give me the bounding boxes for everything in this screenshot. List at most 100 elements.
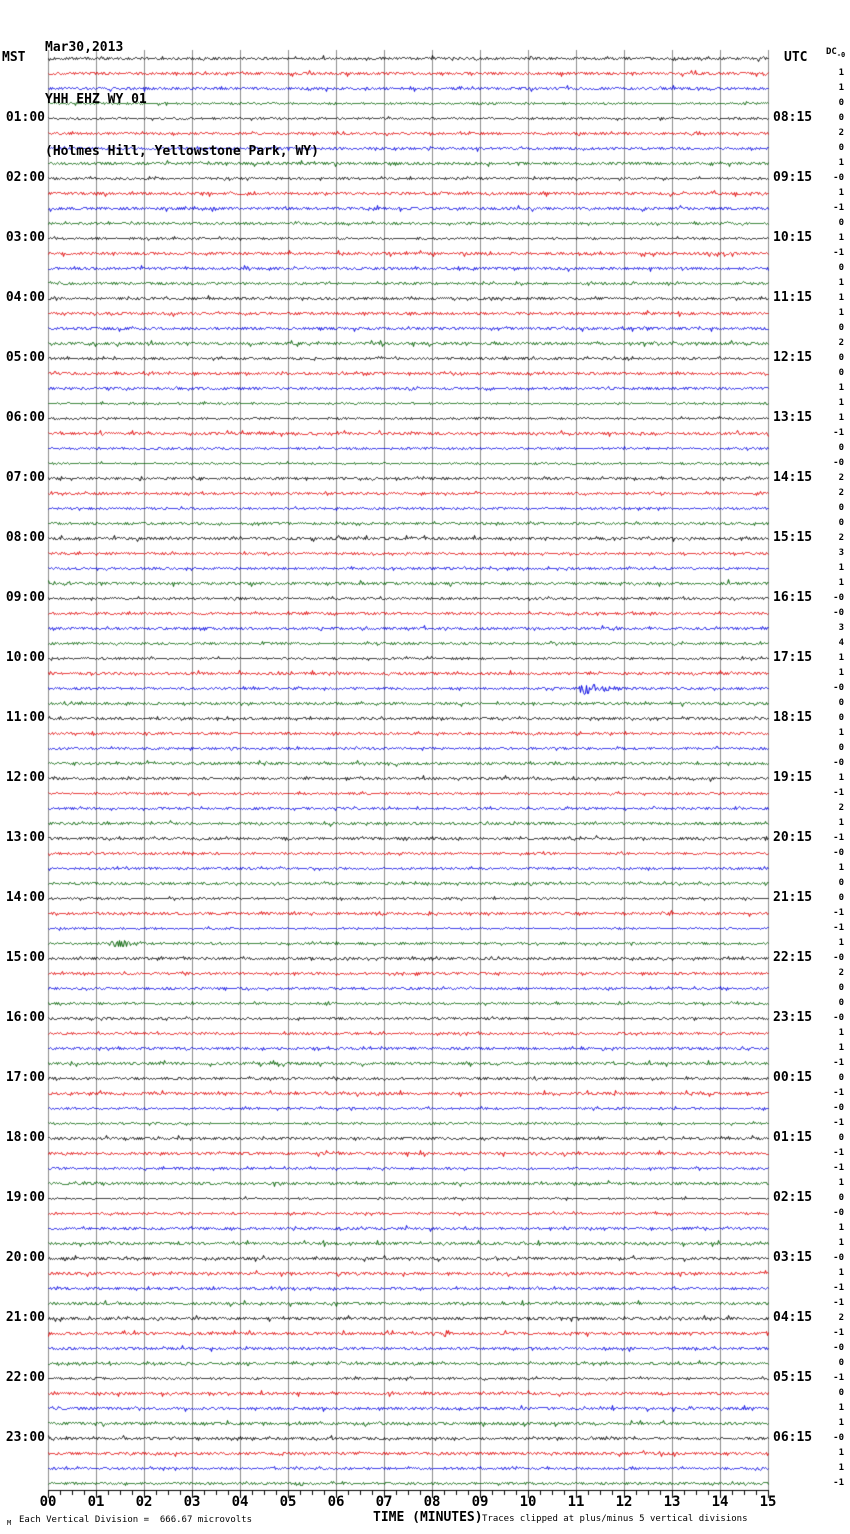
dc-offset-value: -0 <box>833 848 844 858</box>
dc-offset-value: -1 <box>833 1163 844 1173</box>
utc-hour-label: 09:15 <box>773 170 813 185</box>
dc-offset-value: 0 <box>838 743 844 753</box>
title-location: (Holmes Hill, Yellowstone Park, WY) <box>45 144 319 159</box>
utc-hour-label: 21:15 <box>773 890 813 905</box>
dc-offset-value: 2 <box>838 473 844 483</box>
dc-offset-value: -1 <box>833 833 844 843</box>
dc-offset-value: -0 <box>833 173 844 183</box>
title-station: YHH EHZ WY 01 <box>45 92 147 107</box>
dc-offset-value: -0 <box>833 608 844 618</box>
dc-offset-value: 1 <box>838 1043 844 1053</box>
dc-offset-value: 1 <box>838 578 844 588</box>
title-date: Mar30,2013 <box>45 40 124 55</box>
dc-offset-value: 3 <box>838 623 844 633</box>
utc-hour-label: 20:15 <box>773 830 813 845</box>
dc-offset-value: 0 <box>838 113 844 123</box>
minute-tick-label: 07 <box>375 1494 393 1510</box>
dc-offset-value: 1 <box>838 863 844 873</box>
utc-hour-label: 05:15 <box>773 1370 813 1385</box>
dc-offset-value: 1 <box>838 68 844 78</box>
dc-offset-value: 0 <box>838 218 844 228</box>
minute-tick-label: 12 <box>615 1494 633 1510</box>
dc-offset-value: 1 <box>838 818 844 828</box>
utc-hour-label: 08:15 <box>773 110 813 125</box>
footer-left-mark: M <box>7 1519 12 1527</box>
dc-offset-value: -0 <box>833 1253 844 1263</box>
dc-offset-value: -0 <box>833 1343 844 1353</box>
dc-offset-value: 1 <box>838 728 844 738</box>
utc-hour-label: 19:15 <box>773 770 813 785</box>
dc-offset-value: 4 <box>838 638 844 648</box>
mst-hour-label: 21:00 <box>5 1310 45 1325</box>
scale-note: Each Vertical Division = 666.67 microvol… <box>19 1515 252 1525</box>
utc-hour-label: 13:15 <box>773 410 813 425</box>
dc-offset-value: 0 <box>838 893 844 903</box>
dc-offset-value: -1 <box>833 203 844 213</box>
dc-offset-value: 1 <box>838 398 844 408</box>
dc-offset-value: 0 <box>838 353 844 363</box>
dc-offset-value: 1 <box>838 188 844 198</box>
dc-offset-value: 0 <box>838 368 844 378</box>
utc-hour-label: 03:15 <box>773 1250 813 1265</box>
mst-hour-label: 13:00 <box>5 830 45 845</box>
mst-hour-label: 09:00 <box>5 590 45 605</box>
minute-tick-label: 05 <box>279 1494 297 1510</box>
dc-offset-value: -0 <box>833 1013 844 1023</box>
dc-offset-value: 1 <box>838 1238 844 1248</box>
dc-offset-value: 1 <box>838 83 844 93</box>
clip-note: Traces clipped at plus/minus 5 vertical … <box>482 1514 748 1524</box>
page-title: Mar30,2013 YHH EHZ WY 01 (Holmes Hill, Y… <box>45 3 319 197</box>
mst-hour-label: 18:00 <box>5 1130 45 1145</box>
mst-hour-label: 06:00 <box>5 410 45 425</box>
mst-hour-label: 11:00 <box>5 710 45 725</box>
dc-offset-value: -1 <box>833 1118 844 1128</box>
utc-hour-label: 01:15 <box>773 1130 813 1145</box>
utc-hour-label: 11:15 <box>773 290 813 305</box>
mst-hour-label: 23:00 <box>5 1430 45 1445</box>
minute-tick-label: 14 <box>711 1494 729 1510</box>
dc-offset-value: 0 <box>838 263 844 273</box>
utc-hour-label: 12:15 <box>773 350 813 365</box>
minute-tick-label: 00 <box>39 1494 57 1510</box>
utc-hour-label: 17:15 <box>773 650 813 665</box>
dc-offset-value: 2 <box>838 533 844 543</box>
dc-offset-value: -0 <box>833 1103 844 1113</box>
mst-hour-label: 15:00 <box>5 950 45 965</box>
dc-offset-header: DC-0 <box>826 47 845 59</box>
mst-hour-label: 04:00 <box>5 290 45 305</box>
utc-hour-label: 00:15 <box>773 1070 813 1085</box>
minute-tick-label: 10 <box>519 1494 537 1510</box>
dc-offset-value: 2 <box>838 128 844 138</box>
utc-hour-label: 18:15 <box>773 710 813 725</box>
minute-tick-label: 06 <box>327 1494 345 1510</box>
dc-offset-value: -1 <box>833 1298 844 1308</box>
dc-offset-value: 0 <box>838 443 844 453</box>
dc-offset-value: -1 <box>833 1148 844 1158</box>
dc-offset-value: 0 <box>838 878 844 888</box>
mst-hour-label: 14:00 <box>5 890 45 905</box>
dc-offset-value: 1 <box>838 1178 844 1188</box>
dc-offset-value: 2 <box>838 488 844 498</box>
utc-hour-label: 02:15 <box>773 1190 813 1205</box>
dc-header-text: DC <box>826 47 837 57</box>
dc-offset-value: 0 <box>838 1193 844 1203</box>
dc-offset-value: 0 <box>838 698 844 708</box>
dc-offset-value: 2 <box>838 803 844 813</box>
minute-tick-label: 02 <box>135 1494 153 1510</box>
utc-hour-label: 16:15 <box>773 590 813 605</box>
dc-offset-value: 3 <box>838 548 844 558</box>
mst-hour-label: 20:00 <box>5 1250 45 1265</box>
dc-offset-value: 1 <box>838 278 844 288</box>
dc-header-first-value: -0 <box>836 50 846 59</box>
utc-hour-label: 04:15 <box>773 1310 813 1325</box>
dc-offset-value: 0 <box>838 998 844 1008</box>
dc-offset-value: -1 <box>833 788 844 798</box>
dc-offset-value: -0 <box>833 953 844 963</box>
dc-offset-value: 0 <box>838 1388 844 1398</box>
mst-hour-label: 12:00 <box>5 770 45 785</box>
mst-hour-label: 05:00 <box>5 350 45 365</box>
mst-hour-label: 16:00 <box>5 1010 45 1025</box>
dc-offset-value: 0 <box>838 983 844 993</box>
